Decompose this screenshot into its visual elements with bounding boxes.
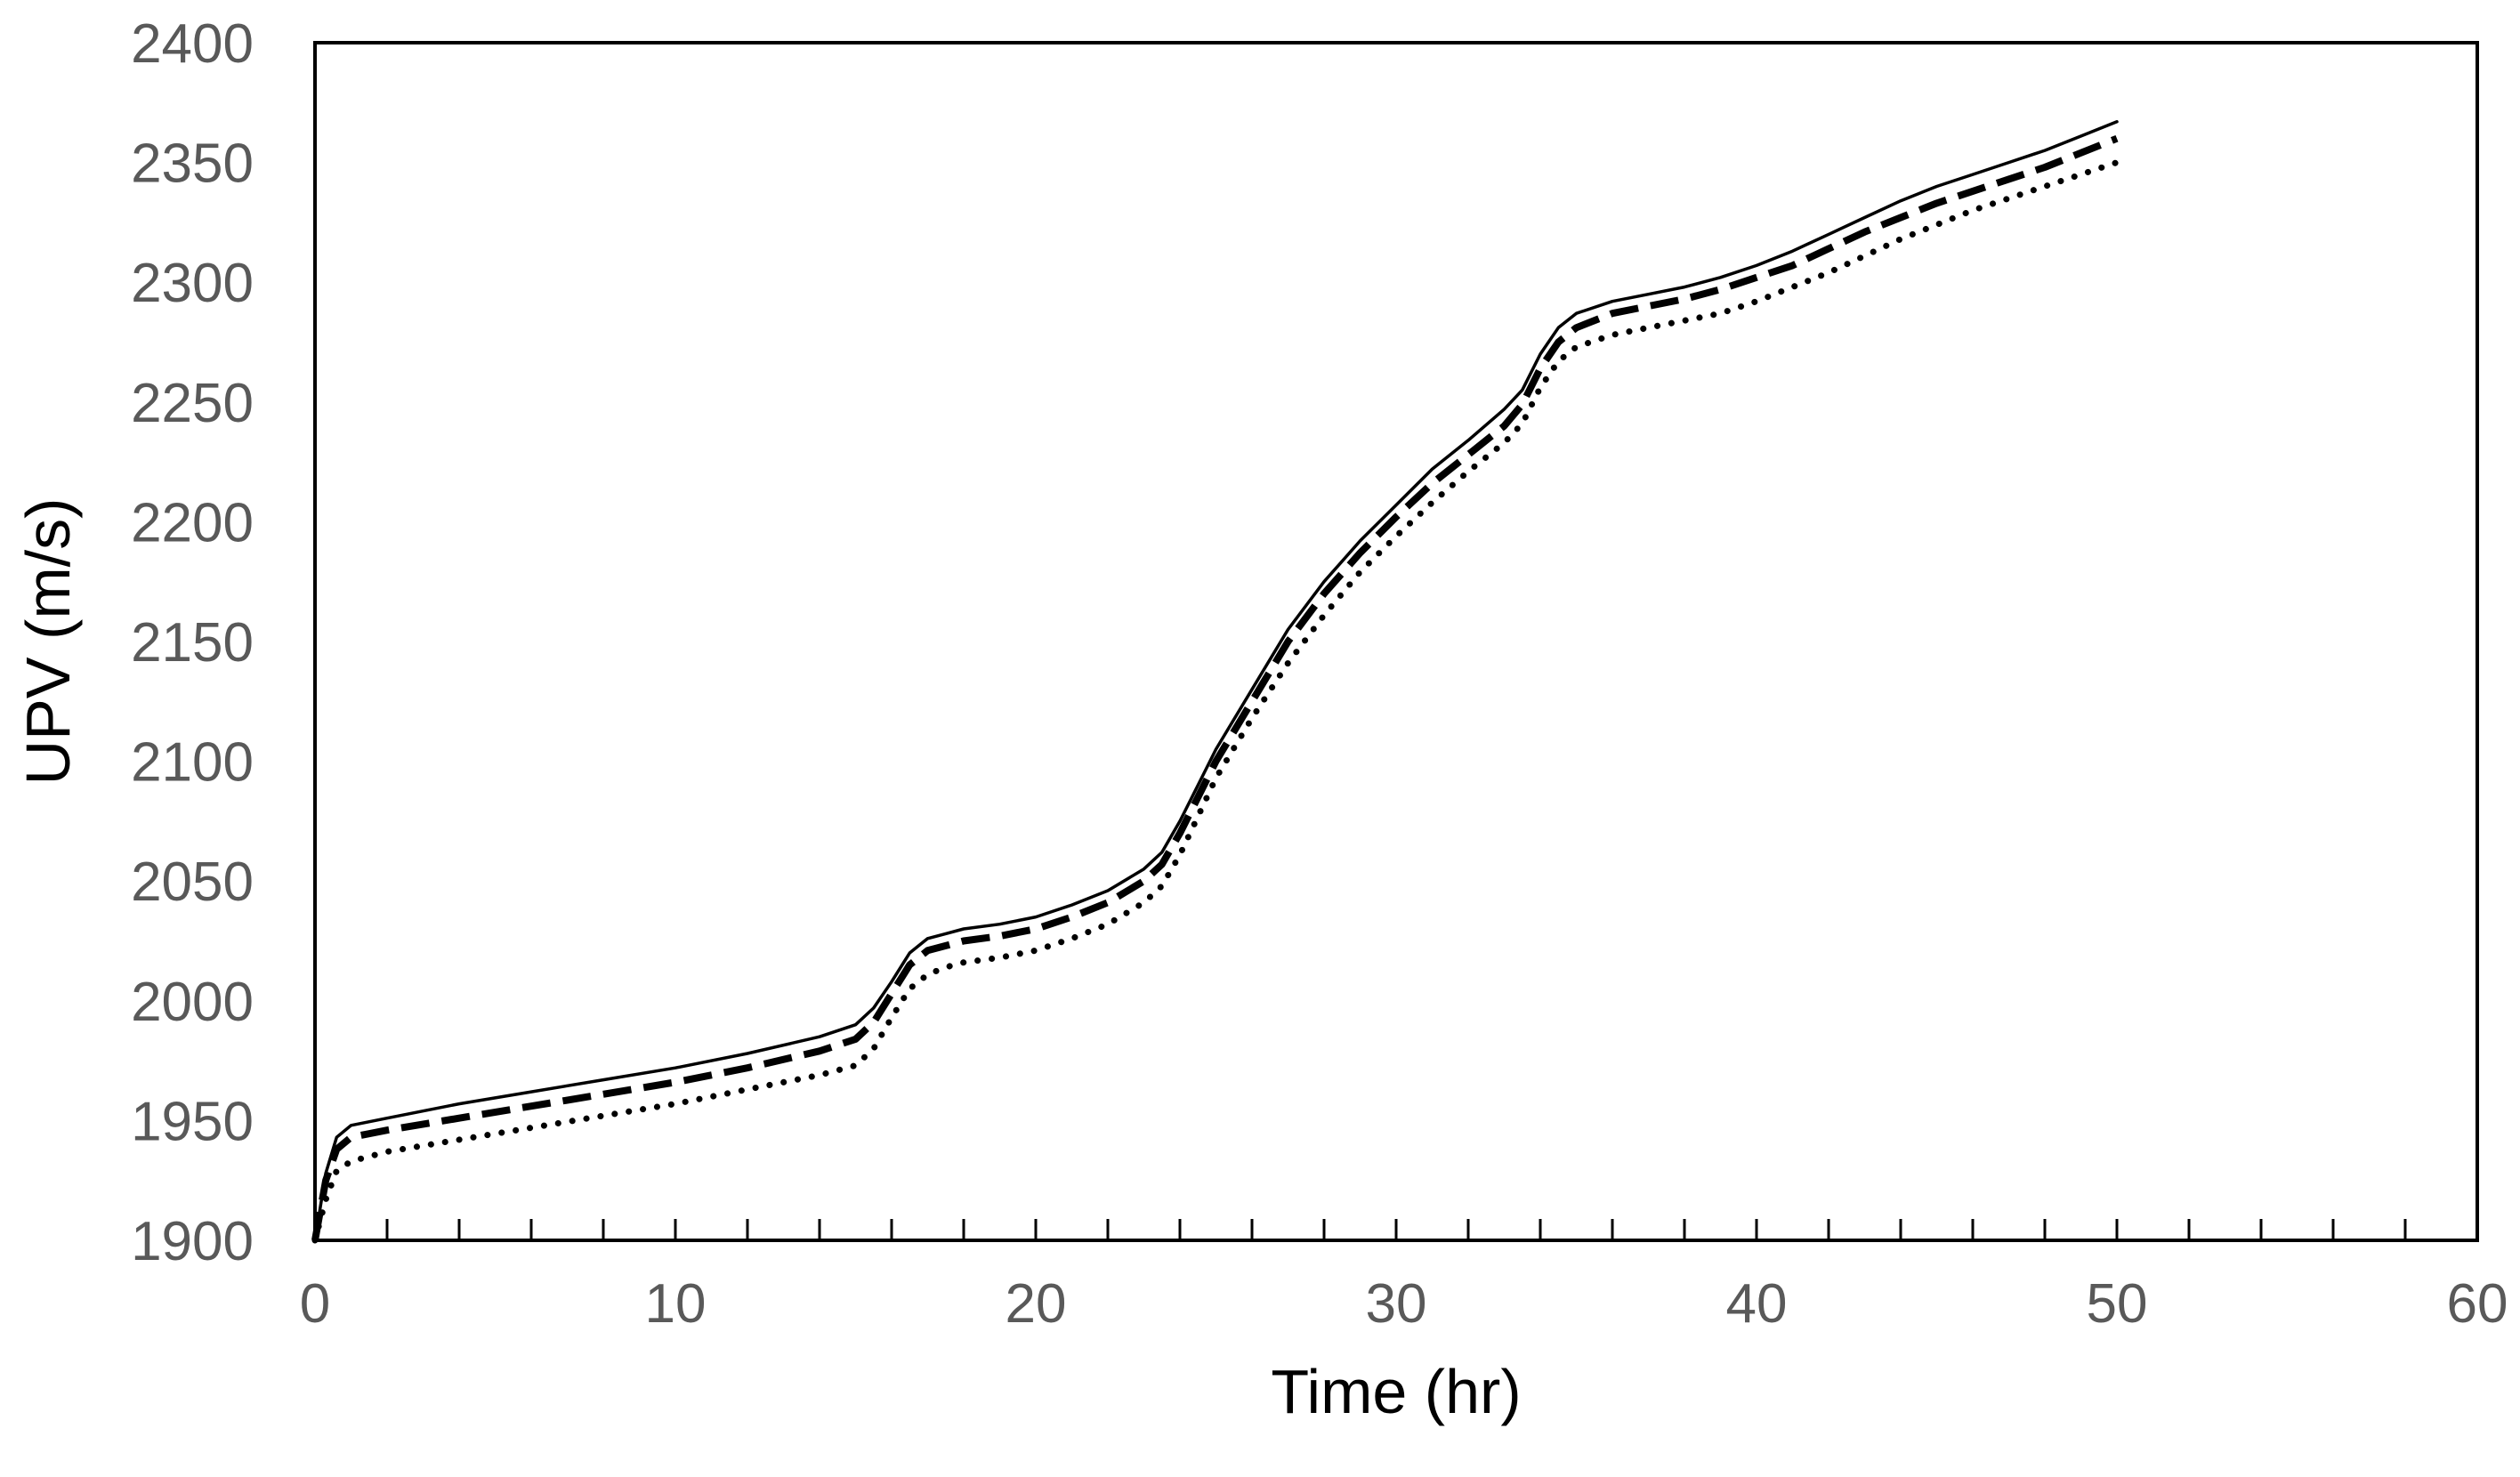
x-tick-label: 50 (2087, 1273, 2148, 1335)
x-tick-label: 10 (645, 1273, 707, 1335)
series-line-solid (313, 120, 2119, 1242)
y-tick-label: 2150 (131, 612, 254, 674)
x-axis-title: Time (hr) (1271, 1357, 1521, 1426)
series-line-dotted (311, 159, 2120, 1244)
x-tick-label: 20 (1006, 1273, 1067, 1335)
y-tick-label: 2350 (131, 133, 254, 195)
x-tick-label: 0 (300, 1273, 330, 1335)
y-tick-label: 2400 (131, 13, 254, 75)
y-tick-label: 2250 (131, 373, 254, 434)
x-tick-label: 40 (1726, 1273, 1788, 1335)
x-tick-label: 60 (2447, 1273, 2508, 1335)
y-tick-labels: 1900 1950 2000 2050 2100 2150 2200 2250 2300 2350… (131, 13, 254, 1272)
y-tick-label: 1900 (131, 1211, 254, 1272)
x-tick-label: 30 (1366, 1273, 1427, 1335)
y-tick-label: 2100 (131, 732, 254, 794)
x-tick-labels: 0 10 20 30 40 50 60 (300, 1273, 2508, 1335)
y-tick-label: 2000 (131, 972, 254, 1033)
y-tick-label: 2200 (131, 492, 254, 553)
series-line-dashed (311, 134, 2119, 1241)
x-minor-ticks (313, 1219, 2479, 1240)
y-tick-label: 1950 (131, 1091, 254, 1152)
series-lines (311, 120, 2120, 1244)
y-tick-label: 2050 (131, 851, 254, 913)
plot-area (313, 41, 2479, 1242)
y-axis-title: UPV (m/s) (13, 498, 83, 786)
y-tick-label: 2300 (131, 253, 254, 314)
